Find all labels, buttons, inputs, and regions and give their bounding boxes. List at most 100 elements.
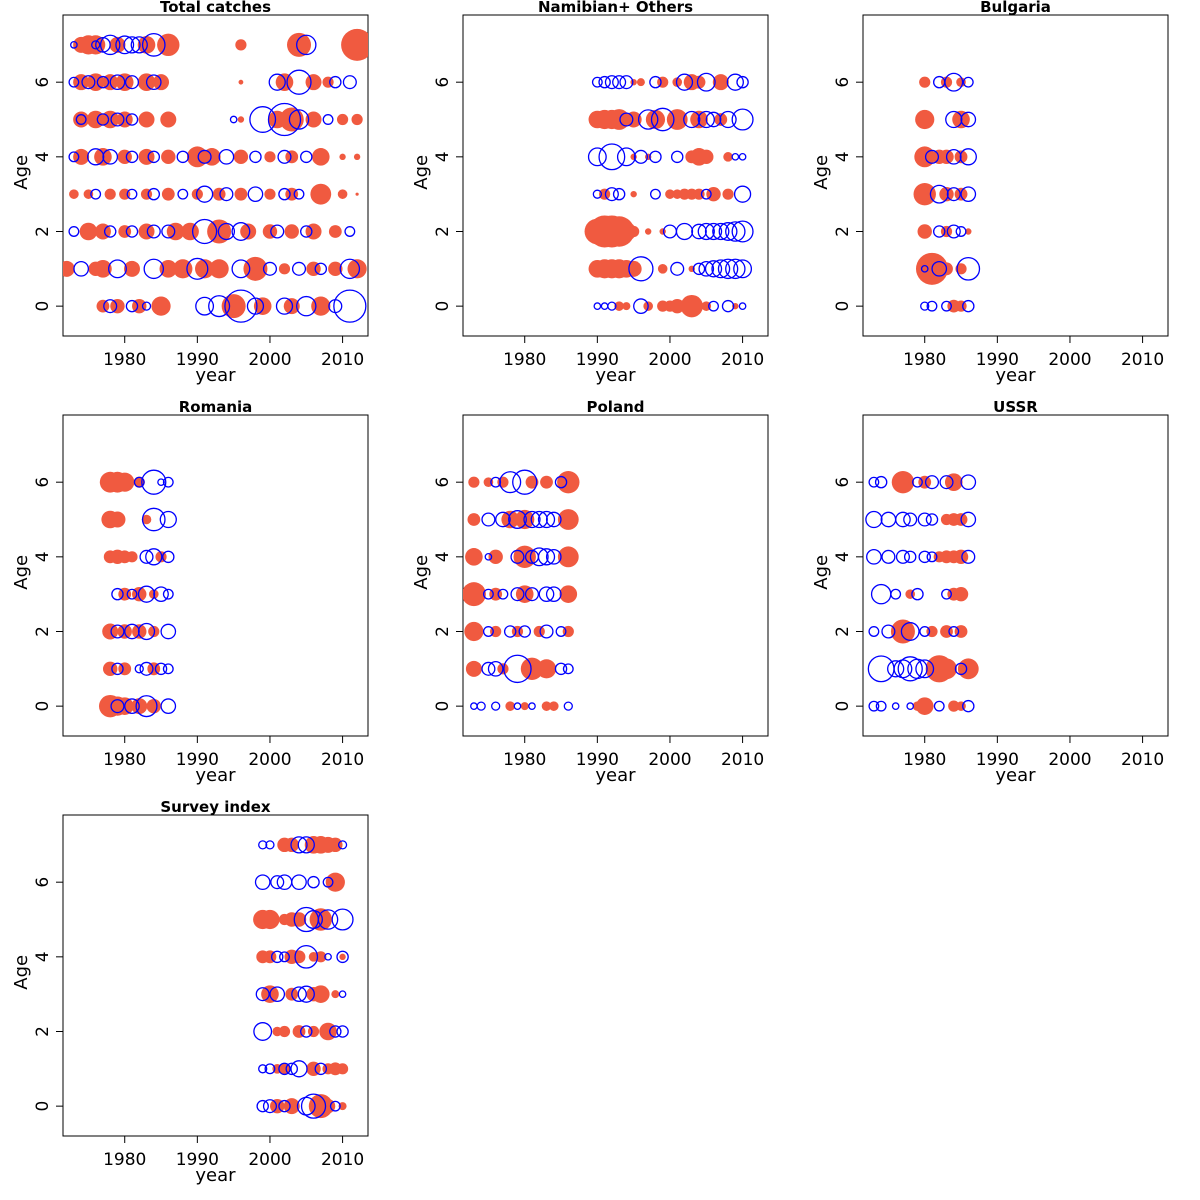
negative-residual-bubble [176, 150, 190, 164]
negative-residual-bubble [726, 73, 744, 91]
positive-residual-bubble [666, 109, 688, 130]
positive-residual-bubble [284, 224, 299, 239]
positive-residual-bubble [160, 111, 177, 128]
positive-residual-bubble [115, 472, 135, 492]
negative-residual-bubble [73, 260, 90, 277]
negative-residual-bubble [725, 258, 746, 280]
y-tick-label: 2 [33, 626, 53, 637]
positive-residual-bubble [278, 263, 291, 275]
negative-residual-bubble [733, 185, 752, 203]
positive-residual-bubble [351, 113, 363, 126]
negative-residual-bubble [719, 110, 737, 129]
negative-residual-bubble [956, 256, 981, 281]
positive-residual-bubble [235, 39, 247, 51]
negative-residual-bubble [890, 588, 902, 600]
positive-residual-bubble [181, 222, 199, 241]
positive-residual-bubble [948, 700, 960, 712]
negative-residual-bubble [959, 148, 977, 166]
negative-residual-bubble [249, 150, 262, 164]
positive-residual-bubble [890, 619, 915, 644]
positive-residual-bubble [186, 146, 208, 168]
negative-residual-bubble [866, 548, 882, 565]
negative-residual-bubble [697, 222, 715, 241]
positive-residual-bubble [914, 146, 936, 168]
negative-residual-bubble [948, 626, 960, 637]
plot-frame [62, 414, 369, 737]
panel-6: Survey index 1980 1990 2000 2010 0 2 4 6 year Age [11, 798, 369, 1186]
negative-residual-bubble [960, 474, 977, 491]
positive-residual-bubble [891, 470, 915, 494]
positive-residual-bubble [347, 259, 367, 279]
positive-residual-bubble [240, 223, 257, 240]
positive-residual-bubble [630, 153, 637, 161]
bubbles [63, 28, 368, 323]
positive-residual-bubble [336, 1063, 349, 1075]
x-tick-label: 1980 [903, 350, 946, 370]
negative-residual-bubble [933, 700, 945, 712]
negative-residual-bubble [929, 184, 949, 204]
positive-residual-bubble [599, 188, 611, 200]
negative-residual-bubble [600, 302, 609, 310]
positive-residual-bubble [339, 953, 346, 961]
positive-residual-bubble [515, 585, 534, 603]
positive-residual-bubble [325, 872, 345, 892]
negative-residual-bubble [291, 986, 307, 1003]
negative-residual-bubble [874, 475, 888, 489]
x-tick-label: 2000 [248, 350, 291, 370]
negative-residual-bubble [931, 260, 948, 277]
negative-residual-bubble [482, 626, 494, 637]
x-tick-label: 1980 [103, 750, 146, 770]
positive-residual-bubble [319, 1022, 337, 1041]
negative-residual-bubble [865, 510, 883, 529]
bubbles [253, 836, 354, 1119]
x-tick-label: 2010 [321, 750, 364, 770]
negative-residual-bubble [692, 262, 706, 276]
negative-residual-bubble [895, 549, 910, 564]
negative-residual-bubble [328, 299, 343, 314]
positive-residual-bubble [670, 298, 685, 314]
positive-residual-bubble [161, 149, 176, 165]
positive-residual-bubble [953, 586, 969, 602]
positive-residual-bubble [123, 260, 140, 277]
negative-residual-bubble [946, 224, 961, 239]
negative-residual-bubble [297, 985, 315, 1003]
negative-residual-bubble [619, 75, 634, 90]
x-tick-label: 2010 [321, 350, 364, 370]
negative-residual-bubble [604, 187, 619, 202]
positive-residual-bubble [625, 260, 642, 277]
negative-residual-bubble [123, 36, 141, 54]
positive-residual-bubble [630, 78, 637, 86]
positive-residual-bubble [520, 657, 544, 681]
negative-residual-bubble [738, 302, 747, 310]
negative-residual-bubble [700, 188, 712, 200]
negative-residual-bubble [607, 301, 617, 311]
positive-residual-bubble [238, 79, 244, 85]
negative-residual-bubble [262, 1099, 278, 1114]
positive-residual-bubble [957, 658, 979, 680]
negative-residual-bubble [111, 662, 124, 676]
negative-residual-bubble [491, 701, 501, 711]
y-tick-label: 6 [833, 477, 853, 488]
positive-residual-bubble [243, 256, 268, 281]
negative-residual-bubble [344, 226, 356, 237]
negative-residual-bubble [933, 225, 946, 238]
negative-residual-bubble [503, 654, 532, 684]
positive-residual-bubble [955, 263, 967, 275]
positive-residual-bubble [331, 990, 340, 999]
negative-residual-bubble [146, 224, 161, 239]
positive-residual-bubble [166, 222, 185, 241]
negative-residual-bubble [70, 41, 78, 49]
positive-residual-bubble [73, 111, 90, 128]
negative-residual-bubble [919, 626, 931, 637]
panel-title: Namibian+ Others [538, 0, 693, 16]
negative-residual-bubble [670, 150, 684, 164]
negative-residual-bubble [75, 114, 87, 125]
negative-residual-bubble [96, 75, 110, 89]
negative-residual-bubble [915, 659, 935, 679]
positive-residual-bubble [336, 113, 349, 126]
negative-residual-bubble [99, 34, 121, 56]
negative-residual-bubble [300, 225, 313, 238]
negative-residual-bubble [256, 1099, 269, 1113]
negative-residual-bubble [555, 626, 567, 637]
positive-residual-bubble [264, 151, 276, 163]
